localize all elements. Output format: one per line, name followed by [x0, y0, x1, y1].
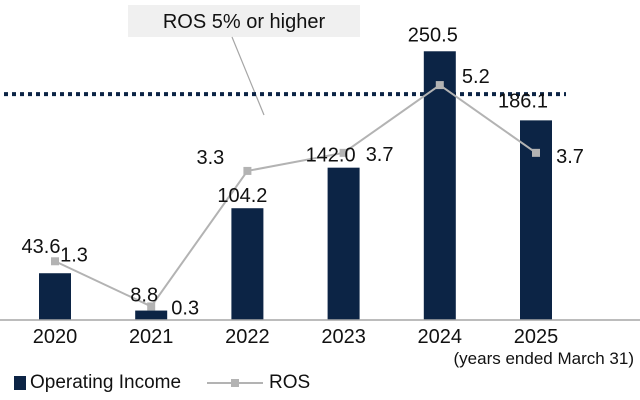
x-tick-2023: 2023 [321, 326, 366, 348]
x-tick-2025: 2025 [514, 326, 559, 348]
ros-point-2023 [339, 148, 348, 157]
x-tick-2022: 2022 [225, 326, 270, 348]
x-tick-labels: 2020 2021 2022 2023 2024 2025 [33, 326, 559, 348]
ros-label-2024: 5.2 [462, 66, 490, 88]
ros-line [54, 83, 537, 308]
ros-point-2024 [435, 81, 444, 90]
bar-label-2022: 104.2 [217, 185, 267, 207]
ros-point-2020 [51, 257, 59, 266]
legend-ros-swatch [207, 376, 264, 390]
ros-point-2025 [532, 148, 540, 157]
target-callout-label: ROS 5% or higher [163, 11, 326, 33]
bar-label-2025: 186.1 [498, 90, 548, 112]
ros-label-2022: 3.3 [196, 147, 224, 169]
ros-label-2020: 1.3 [60, 244, 88, 266]
bar-2020 [39, 273, 71, 320]
bar-label-2021: 8.8 [130, 285, 158, 307]
axis-note: (years ended March 31) [454, 349, 634, 368]
legend: Operating Income ROS [14, 370, 310, 396]
x-tick-2024: 2024 [418, 326, 463, 348]
bar-2024 [423, 51, 456, 320]
ros-label-2023: 3.7 [366, 144, 394, 166]
legend-ros-label: ROS [269, 372, 311, 393]
line-series [51, 81, 540, 311]
ros-label-2025: 3.7 [556, 146, 584, 168]
legend-operating-income-label: Operating Income [30, 372, 182, 393]
bar-2021 [135, 310, 168, 320]
ros-label-2021: 0.3 [171, 297, 199, 319]
bar-label-2023: 142.0 [306, 145, 356, 167]
target-callout: ROS 5% or higher [128, 5, 360, 116]
bar-label-2024: 250.5 [408, 24, 458, 46]
bar-2023 [327, 167, 360, 320]
bar-label-2020: 43.6 [22, 236, 61, 258]
bar-series [39, 51, 552, 321]
data-labels: 43.6 8.8 104.2 142.0 250.5 186.1 1.3 0.3 3.3 3.7 5… [22, 24, 584, 319]
ros-point-2022 [243, 166, 252, 175]
target-callout-box [128, 5, 360, 37]
ros-point-2021 [147, 302, 156, 311]
x-tick-2020: 2020 [33, 326, 78, 348]
x-tick-2021: 2021 [129, 326, 174, 348]
bar-2022 [231, 208, 264, 320]
legend-operating-income-swatch [14, 376, 26, 390]
target-callout-pointer [231, 36, 265, 116]
